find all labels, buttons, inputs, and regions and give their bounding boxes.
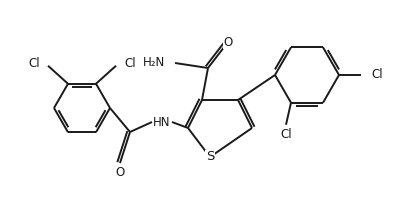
Text: S: S bbox=[206, 150, 214, 164]
Text: Cl: Cl bbox=[28, 57, 40, 70]
Text: Cl: Cl bbox=[124, 57, 135, 70]
Text: HN: HN bbox=[153, 116, 171, 129]
Text: O: O bbox=[115, 166, 125, 180]
Text: Cl: Cl bbox=[280, 128, 292, 141]
Text: O: O bbox=[224, 36, 233, 48]
Text: H₂N: H₂N bbox=[143, 56, 165, 70]
Text: Cl: Cl bbox=[371, 68, 383, 82]
